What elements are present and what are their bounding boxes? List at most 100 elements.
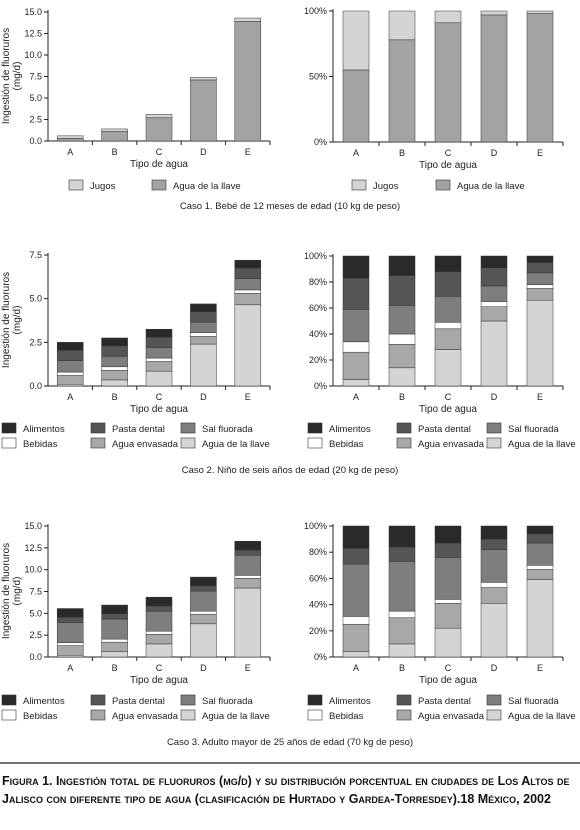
bar-segment-4-D-agua-envasada (190, 613, 217, 625)
y-tick-label-0: 15.0 (24, 7, 42, 17)
bar-segment-3-D-pasta-dental (480, 267, 508, 287)
bar-segment-2-A-bebidas (56, 371, 84, 376)
y-tick-label-0: 0.0 (29, 136, 42, 146)
x-tick-label-3: A (353, 392, 359, 402)
caption-caso-2: Caso 2. Niño de seis años de edad (20 kg… (182, 465, 399, 476)
caption-caso-1: Caso 1. Bebé de 12 meses de edad (10 kg … (180, 201, 400, 212)
legend-label-c1b-0: Jugos (373, 181, 399, 192)
bar-segment-0-C-agua-de-la-llave (145, 117, 173, 142)
bar-segment-2-E-sal-fluorada (234, 278, 262, 291)
bar-segment-2-B-alimentos (101, 337, 128, 347)
legend-swatch-c3a-1 (90, 694, 106, 706)
bar-segment-0-B-agua-de-la-llave (101, 131, 128, 142)
y-tick-label-3: 40% (309, 329, 327, 339)
bar-segment-5-A-sal-fluorada (342, 563, 370, 617)
bar-segment-3-C-bebidas (434, 322, 462, 330)
x-tick-label-1: A (353, 148, 359, 158)
bar-segment-4-D-agua-de-la-llave (190, 623, 217, 658)
bar-segment-3-D-agua-de-la-llave (480, 320, 508, 387)
legend-swatch-c3b-4 (396, 709, 412, 721)
x-tick-label-1: B (399, 148, 405, 158)
bar-segment-4-C-bebidas (145, 630, 173, 635)
x-tick-label-3: C (445, 392, 452, 402)
bar-segment-1-B-agua-de-la-llave (388, 39, 416, 143)
bar-segment-2-E-alimentos (234, 259, 262, 269)
legend-swatch-c3a-4 (90, 709, 106, 721)
x-tick-label-4: A (67, 663, 73, 673)
y-tick-label-0: 7.5 (29, 72, 42, 82)
legend-swatch-c3b-0 (307, 694, 323, 706)
bar-segment-5-A-agua-de-la-llave (342, 651, 370, 658)
bar-segment-3-C-pasta-dental (434, 271, 462, 297)
bar-segment-4-C-sal-fluorada (145, 610, 173, 632)
x-tick-label-0: C (156, 147, 163, 157)
legend-swatch-c1b-0 (351, 179, 367, 191)
caption-caso-3: Caso 3. Adulto mayor de 25 años de edad … (167, 737, 413, 748)
y-tick-label-3: 20% (309, 355, 327, 365)
bar-segment-2-A-pasta-dental (56, 349, 84, 361)
bar-segment-2-D-sal-fluorada (190, 321, 217, 333)
bar-segment-3-A-sal-fluorada (342, 309, 370, 343)
bar-segment-4-C-alimentos (145, 596, 173, 607)
legend-label-c3b-1: Pasta dental (418, 696, 471, 707)
bar-segment-2-B-bebidas (101, 366, 128, 371)
legend-swatch-c3b-5 (486, 709, 502, 721)
legend-label-c3a-4: Agua envasada (112, 711, 179, 722)
bar-segment-4-D-alimentos (190, 576, 217, 587)
bar-segment-5-E-bebidas (526, 565, 554, 570)
x-tick-label-5: E (537, 663, 543, 673)
legend-label-c1a-1: Agua de la llave (173, 181, 241, 192)
y-tick-label-3: 0% (314, 381, 327, 391)
x-tick-label-2: A (67, 392, 73, 402)
y-tick-label-2: 5.0 (29, 294, 42, 304)
bar-segment-3-A-agua-envasada (342, 351, 370, 380)
legend-swatch-c2a-1 (90, 422, 106, 434)
legend-label-c3a-5: Agua de la llave (202, 711, 270, 722)
bar-segment-5-E-pasta-dental (526, 533, 554, 544)
bar-segment-5-D-bebidas (480, 582, 508, 588)
bar-segment-2-E-agua-envasada (234, 293, 262, 306)
bar-segment-4-A-alimentos (56, 608, 84, 618)
bar-segment-5-D-agua-de-la-llave (480, 603, 508, 658)
legend-label-c3a-3: Bebidas (23, 711, 58, 722)
bar-segment-3-E-pasta-dental (526, 262, 554, 274)
bar-segment-0-E-agua-de-la-llave (234, 21, 262, 142)
bar-segment-3-B-agua-de-la-llave (388, 367, 416, 387)
bar-segment-3-C-sal-fluorada (434, 296, 462, 323)
bar-segment-2-C-alimentos (145, 328, 173, 338)
bar-segment-3-E-bebidas (526, 284, 554, 289)
bar-segment-4-B-bebidas (101, 638, 128, 643)
bar-segment-2-C-sal-fluorada (145, 347, 173, 359)
x-tick-label-4: B (112, 663, 118, 673)
legend-swatch-c1b-1 (435, 179, 451, 191)
bar-segment-3-E-alimentos (526, 255, 554, 263)
bar-segment-3-C-agua-envasada (434, 328, 462, 350)
x-tick-label-2: D (200, 392, 207, 402)
legend-label-c3a-1: Pasta dental (112, 696, 165, 707)
legend-label-c2a-4: Agua envasada (112, 439, 179, 450)
x-tick-label-3: E (537, 392, 543, 402)
x-axis-label-1: Tipo de agua (419, 160, 477, 171)
bar-segment-5-E-sal-fluorada (526, 542, 554, 566)
x-tick-label-5: D (491, 663, 498, 673)
y-tick-label-2: 0.0 (29, 381, 42, 391)
y-tick-label-4: 10.0 (24, 565, 42, 575)
legend-swatch-c2b-3 (307, 437, 323, 449)
legend-label-c3b-5: Agua de la llave (508, 711, 576, 722)
bar-segment-2-D-agua-de-la-llave (190, 343, 217, 387)
bar-segment-2-D-pasta-dental (190, 311, 217, 323)
bar-segment-2-D-bebidas (190, 332, 217, 337)
y-axis-unit-2: (mg/d) (12, 306, 23, 335)
bar-segment-2-A-sal-fluorada (56, 360, 84, 373)
legend-label-c2a-0: Alimentos (23, 424, 65, 435)
bar-segment-5-B-agua-envasada (388, 617, 416, 645)
bar-segment-5-B-sal-fluorada (388, 561, 416, 612)
x-tick-label-4: C (156, 663, 163, 673)
bar-segment-4-E-pasta-dental (234, 549, 262, 556)
bar-segment-5-C-alimentos (434, 525, 462, 544)
bar-segment-5-E-agua-de-la-llave (526, 579, 554, 658)
y-tick-label-3: 80% (309, 277, 327, 287)
legend-swatch-c3a-3 (1, 709, 17, 721)
bar-segment-4-C-pasta-dental (145, 605, 173, 612)
bar-segment-3-D-agua-envasada (480, 306, 508, 322)
